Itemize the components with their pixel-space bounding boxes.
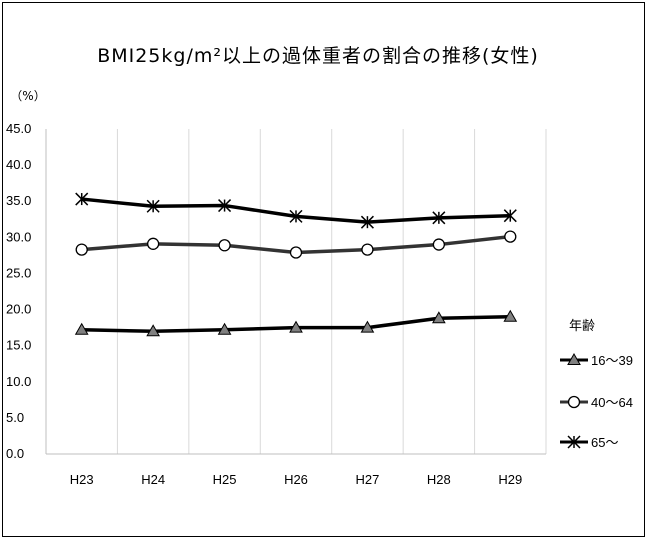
- x-tick-label: H25: [213, 472, 237, 487]
- y-tick-label: 25.0: [6, 265, 31, 280]
- series-1: [74, 309, 518, 337]
- series-3: [75, 192, 517, 229]
- axes: [45, 129, 546, 455]
- data-point: [432, 211, 446, 225]
- y-tick-label: 35.0: [6, 193, 31, 208]
- x-tick-label: H23: [70, 472, 94, 487]
- chart-title: BMI25kg/m²以上の過体重者の割合の推移(女性): [97, 45, 539, 67]
- data-point: [218, 239, 231, 252]
- legend-item: 65〜: [560, 435, 618, 450]
- data-point: [432, 238, 446, 251]
- y-tick-label: 15.0: [6, 338, 31, 353]
- data-point: [431, 311, 446, 324]
- y-tick-label: 0.0: [6, 446, 24, 461]
- x-tick-label: H28: [427, 472, 451, 487]
- x-tick-labels: H23 H24 H25 H26 H27 H28 H29: [70, 472, 522, 487]
- legend-marker: [567, 352, 581, 365]
- legend-label: 40〜64: [591, 395, 633, 410]
- legend-title: 年齢: [569, 318, 595, 333]
- y-axis-unit-label: （%）: [10, 89, 45, 103]
- y-tick-labels: 45.0 40.0 35.0 30.0 25.0 20.0 15.0 10.0 5.0 0.0: [6, 121, 31, 461]
- data-point: [360, 215, 374, 229]
- data-point: [289, 209, 303, 223]
- data-point: [218, 199, 232, 213]
- data-point: [217, 322, 232, 335]
- data-point: [289, 246, 303, 259]
- chart-frame: [2, 2, 645, 537]
- y-tick-label: 5.0: [6, 410, 24, 425]
- legend-item: 40〜64: [560, 395, 633, 410]
- data-point: [146, 237, 160, 250]
- y-tick-label: 45.0: [6, 121, 31, 136]
- x-tick-label: H24: [141, 472, 165, 487]
- data-point: [75, 192, 89, 206]
- data-point: [75, 243, 88, 256]
- data-point: [361, 243, 374, 256]
- legend-label: 16〜39: [591, 353, 633, 368]
- series-2: [75, 230, 517, 259]
- data-point: [289, 320, 303, 333]
- data-point: [504, 230, 517, 243]
- data-point: [146, 199, 160, 213]
- y-tick-label: 10.0: [6, 374, 31, 389]
- data-point: [74, 322, 89, 335]
- x-tick-label: H27: [355, 472, 379, 487]
- legend-item: 16〜39: [560, 352, 633, 368]
- legend-marker: [567, 435, 581, 449]
- x-tick-label: H26: [284, 472, 308, 487]
- data-point: [146, 324, 161, 337]
- y-tick-label: 40.0: [6, 157, 31, 172]
- series-group: [74, 192, 518, 337]
- legend-marker: [567, 395, 581, 409]
- data-point: [360, 320, 375, 333]
- data-point: [503, 309, 518, 322]
- legend-label: 65〜: [591, 435, 618, 450]
- y-tick-label: 30.0: [6, 229, 31, 244]
- legend: 年齢 16〜39 40〜64 65〜: [560, 318, 633, 450]
- x-tick-label: H29: [498, 472, 522, 487]
- data-point: [503, 209, 517, 223]
- gridlines: [116, 129, 547, 454]
- y-tick-label: 20.0: [6, 302, 31, 317]
